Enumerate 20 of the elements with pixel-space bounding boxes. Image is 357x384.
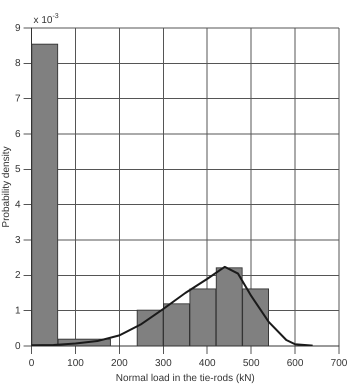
y-tick-label: 4	[15, 199, 21, 210]
x-tick-label: 100	[67, 358, 84, 369]
x-tick-label: 500	[242, 358, 260, 369]
y-tick-label: 2	[15, 270, 21, 282]
y-tick-label: 9	[15, 22, 21, 34]
x-tick-label: 300	[154, 358, 172, 369]
y-tick-label: 0	[15, 340, 21, 352]
y-tick-label: 5	[15, 164, 21, 176]
x-tick-label: 400	[198, 358, 216, 369]
y-tick-label: 8	[15, 58, 21, 70]
y-tick-label: 1	[15, 305, 21, 316]
x-tick-label: 700	[330, 358, 348, 369]
y-tick-label: 6	[15, 128, 21, 140]
x-axis-title: Normal load in the tie-rods (kN)	[116, 372, 255, 384]
y-tick-label: 3	[15, 234, 21, 246]
x-tick-label: 200	[111, 358, 128, 369]
x-tick-label: 600	[286, 358, 304, 369]
y-axis-title: Probability density	[0, 146, 12, 228]
x-tick-label: 0	[28, 358, 35, 369]
y-tick-label: 7	[15, 93, 21, 104]
